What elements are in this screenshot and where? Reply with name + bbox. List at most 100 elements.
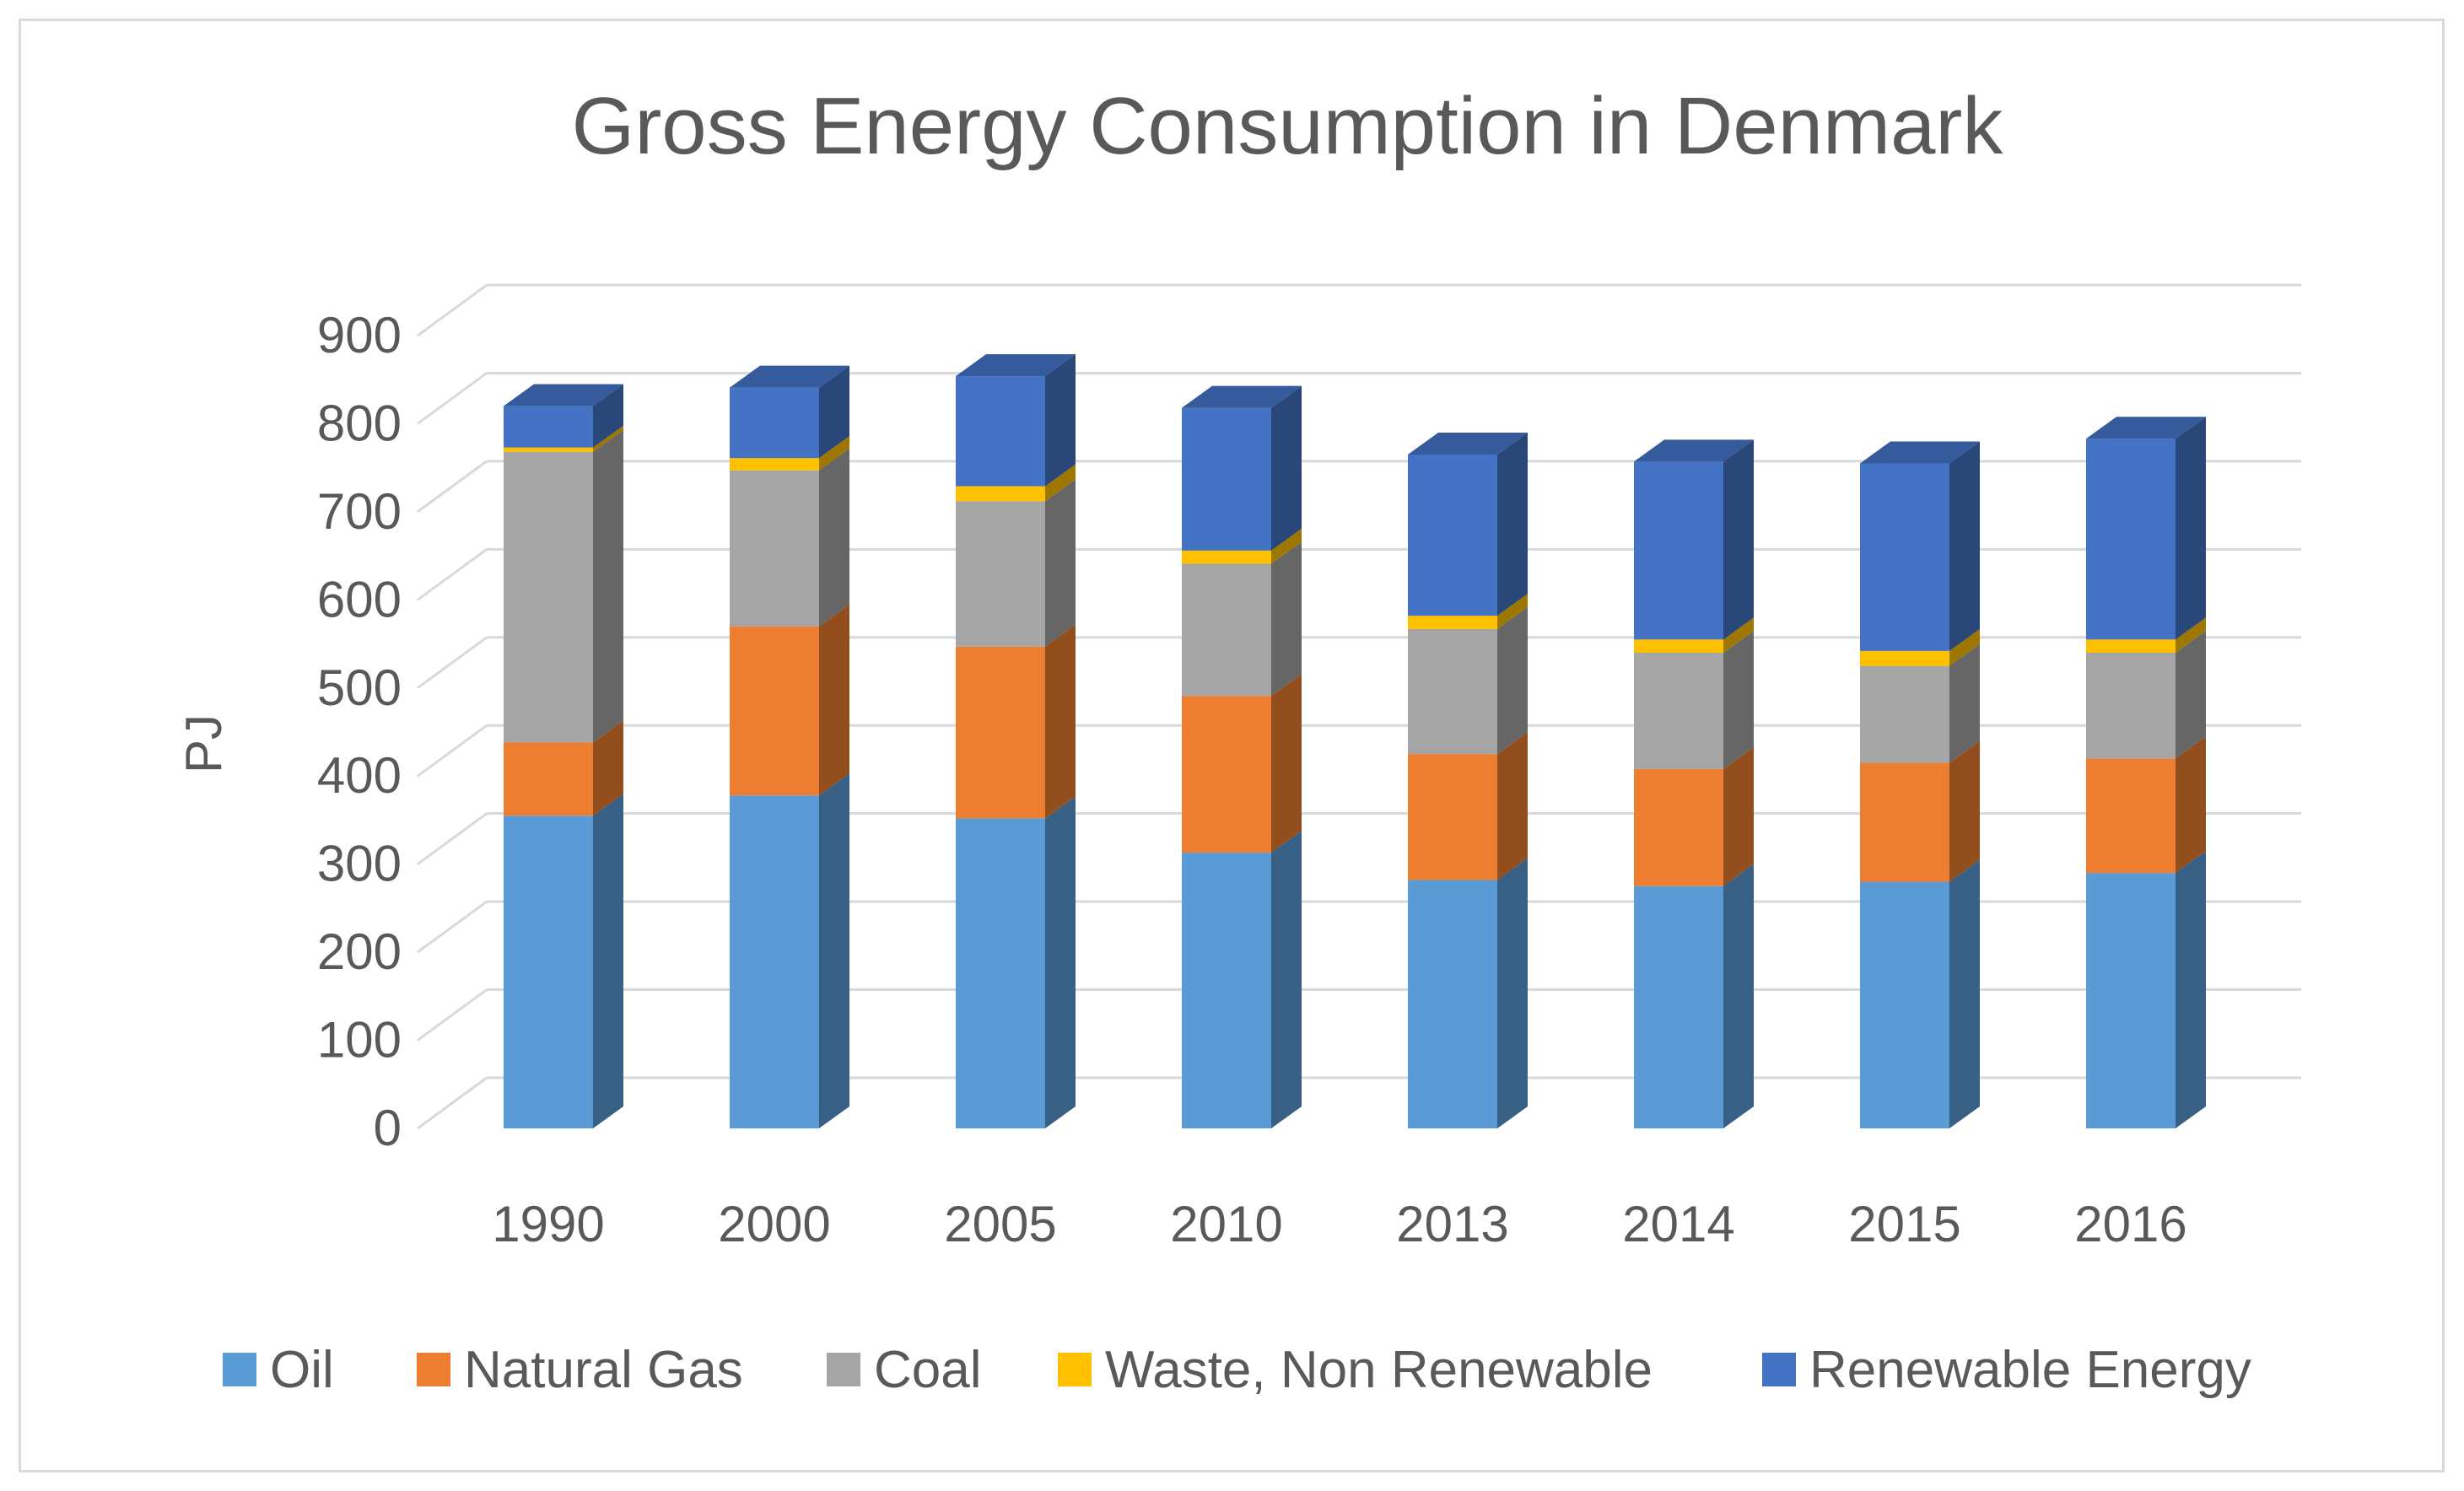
x-tick-label: 1990: [492, 1196, 604, 1252]
legend-item-waste-non-renewable: Waste, Non Renewable: [1058, 1341, 1653, 1399]
bar-2015-waste-non-renewable-side: [1949, 628, 1980, 666]
bar-2010-coal: [1182, 563, 1271, 697]
bar-1990-natural-gas: [504, 742, 593, 816]
bar-2014-waste-non-renewable: [1634, 639, 1723, 653]
legend-item-oil: Oil: [223, 1341, 334, 1399]
bar-2000-coal-side: [819, 448, 849, 627]
legend-swatch: [1762, 1353, 1796, 1386]
bar-2014-natural-gas-side: [1723, 746, 1754, 886]
bar-2000-natural-gas-side: [819, 604, 849, 796]
bar-2016-coal-side: [2176, 631, 2206, 759]
y-tick-label: 0: [374, 1100, 402, 1156]
bar-2013-top: [1408, 433, 1528, 455]
bar-2013-oil: [1408, 880, 1497, 1128]
bar-2014-renewable-energy-side: [1723, 439, 1754, 640]
y-tick-label: 100: [317, 1012, 402, 1068]
bar-2016-renewable-energy-side: [2176, 417, 2206, 640]
bar-2015-natural-gas: [1860, 762, 1949, 882]
bar-2010-natural-gas-side: [1271, 674, 1302, 853]
bar-1990-renewable-energy: [504, 406, 593, 448]
gridline-diagonal: [417, 724, 488, 778]
bars: [504, 354, 2206, 1128]
bar-2005-waste-non-renewable-side: [1045, 464, 1076, 502]
x-tick-label: 2005: [944, 1196, 1056, 1252]
y-axis-ticks: 0 100 200 300 400 500 600 700 800 900: [317, 307, 402, 1156]
bar-2014-top: [1634, 439, 1754, 462]
bar-2015-top: [1860, 441, 1980, 464]
bar-2015-natural-gas-side: [1949, 740, 1980, 882]
bar-2015-coal-side: [1949, 643, 1980, 763]
bar-1990-renewable-energy-side: [593, 384, 623, 448]
bar-2014-oil: [1634, 885, 1723, 1128]
bar-stack-2016: [2086, 417, 2206, 1128]
bar-2013-natural-gas: [1408, 754, 1497, 880]
bar-2015-oil-side: [1949, 859, 1980, 1128]
bar-1990-top: [504, 384, 623, 406]
bar-stack-2015: [1860, 441, 1980, 1128]
legend-label: Oil: [270, 1341, 334, 1399]
bar-2016-natural-gas-side: [2176, 736, 2206, 874]
x-tick-label: 2000: [718, 1196, 830, 1252]
bar-2014-oil-side: [1723, 864, 1754, 1128]
bar-2005-coal-side: [1045, 479, 1076, 647]
bar-1990-oil-side: [593, 794, 623, 1128]
bar-stack-2005: [956, 354, 1076, 1128]
bar-2013-renewable-energy-side: [1497, 433, 1528, 616]
gridline-diagonal: [417, 812, 488, 865]
bar-2014-renewable-energy: [1634, 461, 1723, 640]
bar-2016-oil-side: [2176, 851, 2206, 1128]
bar-2000-top: [730, 365, 849, 388]
bar-stack-2013: [1408, 433, 1528, 1128]
gridline-diagonal: [417, 900, 488, 954]
bar-2000-oil: [730, 795, 819, 1128]
x-tick-label: 2015: [1848, 1196, 1960, 1252]
bar-2013-natural-gas-side: [1497, 732, 1528, 880]
legend-swatch: [223, 1353, 256, 1386]
bar-2016-waste-non-renewable: [2086, 639, 2176, 653]
bar-2010-coal-side: [1271, 541, 1302, 697]
bar-2013-coal-side: [1497, 606, 1528, 755]
y-tick-label: 900: [317, 307, 402, 363]
bar-2013-waste-non-renewable-side: [1497, 594, 1528, 629]
bar-stack-2010: [1182, 385, 1302, 1128]
bar-2016-oil: [2086, 873, 2176, 1128]
bar-2010-oil: [1182, 853, 1271, 1128]
bar-2010-renewable-energy: [1182, 407, 1271, 551]
bar-stack-2000: [730, 365, 849, 1128]
bar-2005-top: [956, 354, 1076, 377]
bar-2000-coal: [730, 470, 819, 627]
y-tick-label: 300: [317, 836, 402, 892]
legend-label: Natural Gas: [464, 1341, 743, 1399]
bar-2005-oil-side: [1045, 796, 1076, 1128]
legend: Oil Natural Gas Coal Waste, Non Renewable Re…: [223, 1341, 2251, 1399]
bar-2000-renewable-energy: [730, 387, 819, 459]
bar-2010-renewable-energy-side: [1271, 385, 1302, 551]
bar-2014-waste-non-renewable-side: [1723, 617, 1754, 653]
bar-2000-waste-non-renewable: [730, 458, 819, 471]
y-tick-label: 400: [317, 747, 402, 804]
x-tick-label: 2013: [1396, 1196, 1508, 1252]
legend-item-natural-gas: Natural Gas: [417, 1341, 743, 1399]
x-tick-label: 2014: [1622, 1196, 1734, 1252]
bar-2005-natural-gas-side: [1045, 624, 1076, 819]
bar-2016-top: [2086, 417, 2206, 439]
gridline-diagonal: [417, 283, 488, 337]
bar-stack-1990: [504, 384, 623, 1128]
legend-label: Renewable Energy: [1809, 1341, 2251, 1399]
bar-2010-waste-non-renewable: [1182, 550, 1271, 564]
bar-2013-coal: [1408, 628, 1497, 755]
bar-2015-waste-non-renewable: [1860, 650, 1949, 666]
bar-2013-waste-non-renewable: [1408, 616, 1497, 629]
bar-2015-renewable-energy: [1860, 463, 1949, 651]
gridline-diagonal: [417, 636, 488, 689]
chart-title: Gross Energy Consumption in Denmark: [572, 81, 2004, 171]
bar-2016-renewable-energy: [2086, 439, 2176, 640]
bar-1990-waste-non-renewable-side: [593, 425, 623, 452]
bar-2005-coal: [956, 501, 1045, 647]
bar-2005-natural-gas: [956, 646, 1045, 819]
gridline-diagonal: [417, 548, 488, 601]
y-axis-label: PJ: [175, 714, 232, 773]
bar-2016-coal: [2086, 653, 2176, 759]
bar-2010-natural-gas: [1182, 696, 1271, 853]
